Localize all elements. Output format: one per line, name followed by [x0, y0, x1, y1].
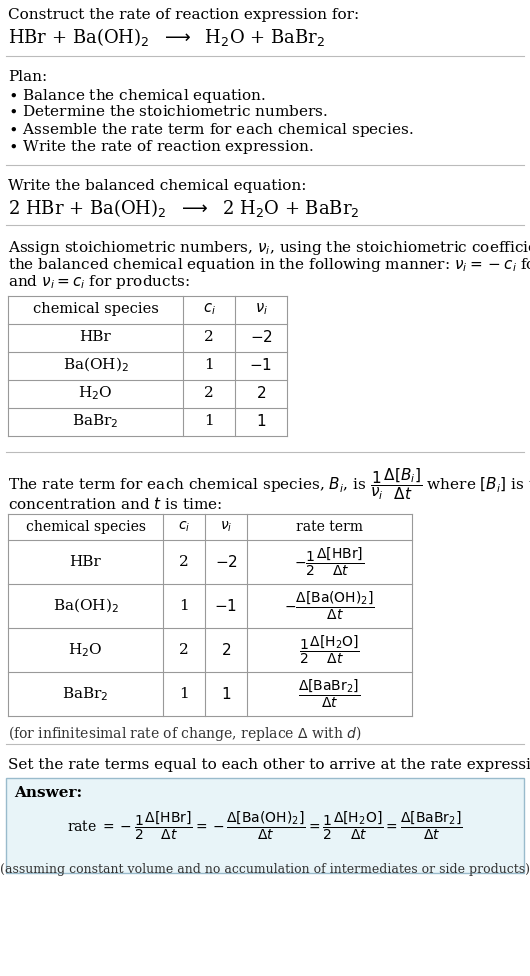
Text: H$_2$O: H$_2$O: [68, 641, 103, 659]
Text: $2$: $2$: [256, 385, 266, 401]
Text: rate $= -\dfrac{1}{2}\dfrac{\Delta[\mathrm{HBr}]}{\Delta t} = -\dfrac{\Delta[\ma: rate $= -\dfrac{1}{2}\dfrac{\Delta[\math…: [67, 810, 463, 842]
Text: Answer:: Answer:: [14, 786, 82, 800]
Text: $2$: $2$: [221, 642, 231, 658]
FancyBboxPatch shape: [6, 778, 524, 873]
Text: $\bullet$ Assemble the rate term for each chemical species.: $\bullet$ Assemble the rate term for eac…: [8, 121, 413, 139]
Text: BaBr$_2$: BaBr$_2$: [62, 685, 109, 703]
Text: $1$: $1$: [256, 413, 266, 429]
Text: concentration and $t$ is time:: concentration and $t$ is time:: [8, 496, 222, 512]
Text: $c_i$: $c_i$: [178, 520, 190, 534]
Text: 1: 1: [204, 414, 214, 428]
Text: chemical species: chemical species: [32, 302, 158, 316]
Text: $\bullet$ Determine the stoichiometric numbers.: $\bullet$ Determine the stoichiometric n…: [8, 104, 328, 119]
Text: 2: 2: [204, 386, 214, 400]
Text: $\bullet$ Write the rate of reaction expression.: $\bullet$ Write the rate of reaction exp…: [8, 138, 314, 156]
Text: $-1$: $-1$: [215, 598, 237, 614]
Text: 2: 2: [179, 643, 189, 657]
Text: $-2$: $-2$: [250, 329, 272, 345]
Text: $\dfrac{\Delta[\mathrm{BaBr_2}]}{\Delta t}$: $\dfrac{\Delta[\mathrm{BaBr_2}]}{\Delta …: [298, 677, 360, 711]
Text: rate term: rate term: [296, 520, 363, 534]
Text: $-1$: $-1$: [250, 357, 272, 373]
Text: $\bullet$ Balance the chemical equation.: $\bullet$ Balance the chemical equation.: [8, 87, 266, 105]
Text: (assuming constant volume and no accumulation of intermediates or side products): (assuming constant volume and no accumul…: [0, 863, 530, 876]
Text: chemical species: chemical species: [25, 520, 146, 534]
Text: 2: 2: [179, 555, 189, 569]
Text: $1$: $1$: [221, 686, 231, 702]
Text: Ba(OH)$_2$: Ba(OH)$_2$: [52, 596, 118, 615]
Text: $c_i$: $c_i$: [202, 302, 215, 317]
Text: 2 HBr + Ba(OH)$_2$  $\longrightarrow$  2 H$_2$O + BaBr$_2$: 2 HBr + Ba(OH)$_2$ $\longrightarrow$ 2 H…: [8, 197, 360, 219]
Text: HBr + Ba(OH)$_2$  $\longrightarrow$  H$_2$O + BaBr$_2$: HBr + Ba(OH)$_2$ $\longrightarrow$ H$_2$…: [8, 26, 325, 48]
Text: $\nu_i$: $\nu_i$: [254, 302, 268, 317]
Text: BaBr$_2$: BaBr$_2$: [72, 412, 119, 429]
Text: and $\nu_i = c_i$ for products:: and $\nu_i = c_i$ for products:: [8, 273, 190, 291]
Text: HBr: HBr: [69, 555, 101, 569]
Text: Plan:: Plan:: [8, 70, 47, 84]
Text: H$_2$O: H$_2$O: [78, 385, 113, 402]
Text: $-\dfrac{\Delta[\mathrm{Ba(OH)_2}]}{\Delta t}$: $-\dfrac{\Delta[\mathrm{Ba(OH)_2}]}{\Del…: [284, 590, 375, 622]
Text: 2: 2: [204, 330, 214, 344]
Text: 1: 1: [204, 358, 214, 372]
Text: 1: 1: [179, 599, 189, 613]
Text: Write the balanced chemical equation:: Write the balanced chemical equation:: [8, 179, 306, 193]
Text: $\nu_i$: $\nu_i$: [220, 520, 232, 534]
Text: Assign stoichiometric numbers, $\nu_i$, using the stoichiometric coefficients, $: Assign stoichiometric numbers, $\nu_i$, …: [8, 239, 530, 257]
Text: Ba(OH)$_2$: Ba(OH)$_2$: [63, 356, 128, 374]
Text: 1: 1: [179, 687, 189, 701]
Text: Set the rate terms equal to each other to arrive at the rate expression:: Set the rate terms equal to each other t…: [8, 758, 530, 772]
Text: $\dfrac{1}{2}\dfrac{\Delta[\mathrm{H_2O}]}{\Delta t}$: $\dfrac{1}{2}\dfrac{\Delta[\mathrm{H_2O}…: [299, 633, 360, 667]
Text: The rate term for each chemical species, $B_i$, is $\dfrac{1}{\nu_i}\dfrac{\Delt: The rate term for each chemical species,…: [8, 466, 530, 502]
Text: HBr: HBr: [80, 330, 111, 344]
Text: (for infinitesimal rate of change, replace $\Delta$ with $d$): (for infinitesimal rate of change, repla…: [8, 724, 362, 743]
Text: $-2$: $-2$: [215, 554, 237, 570]
Text: the balanced chemical equation in the following manner: $\nu_i = -c_i$ for react: the balanced chemical equation in the fo…: [8, 256, 530, 274]
Text: Construct the rate of reaction expression for:: Construct the rate of reaction expressio…: [8, 8, 359, 22]
Text: $-\dfrac{1}{2}\dfrac{\Delta[\mathrm{HBr}]}{\Delta t}$: $-\dfrac{1}{2}\dfrac{\Delta[\mathrm{HBr}…: [295, 546, 365, 578]
